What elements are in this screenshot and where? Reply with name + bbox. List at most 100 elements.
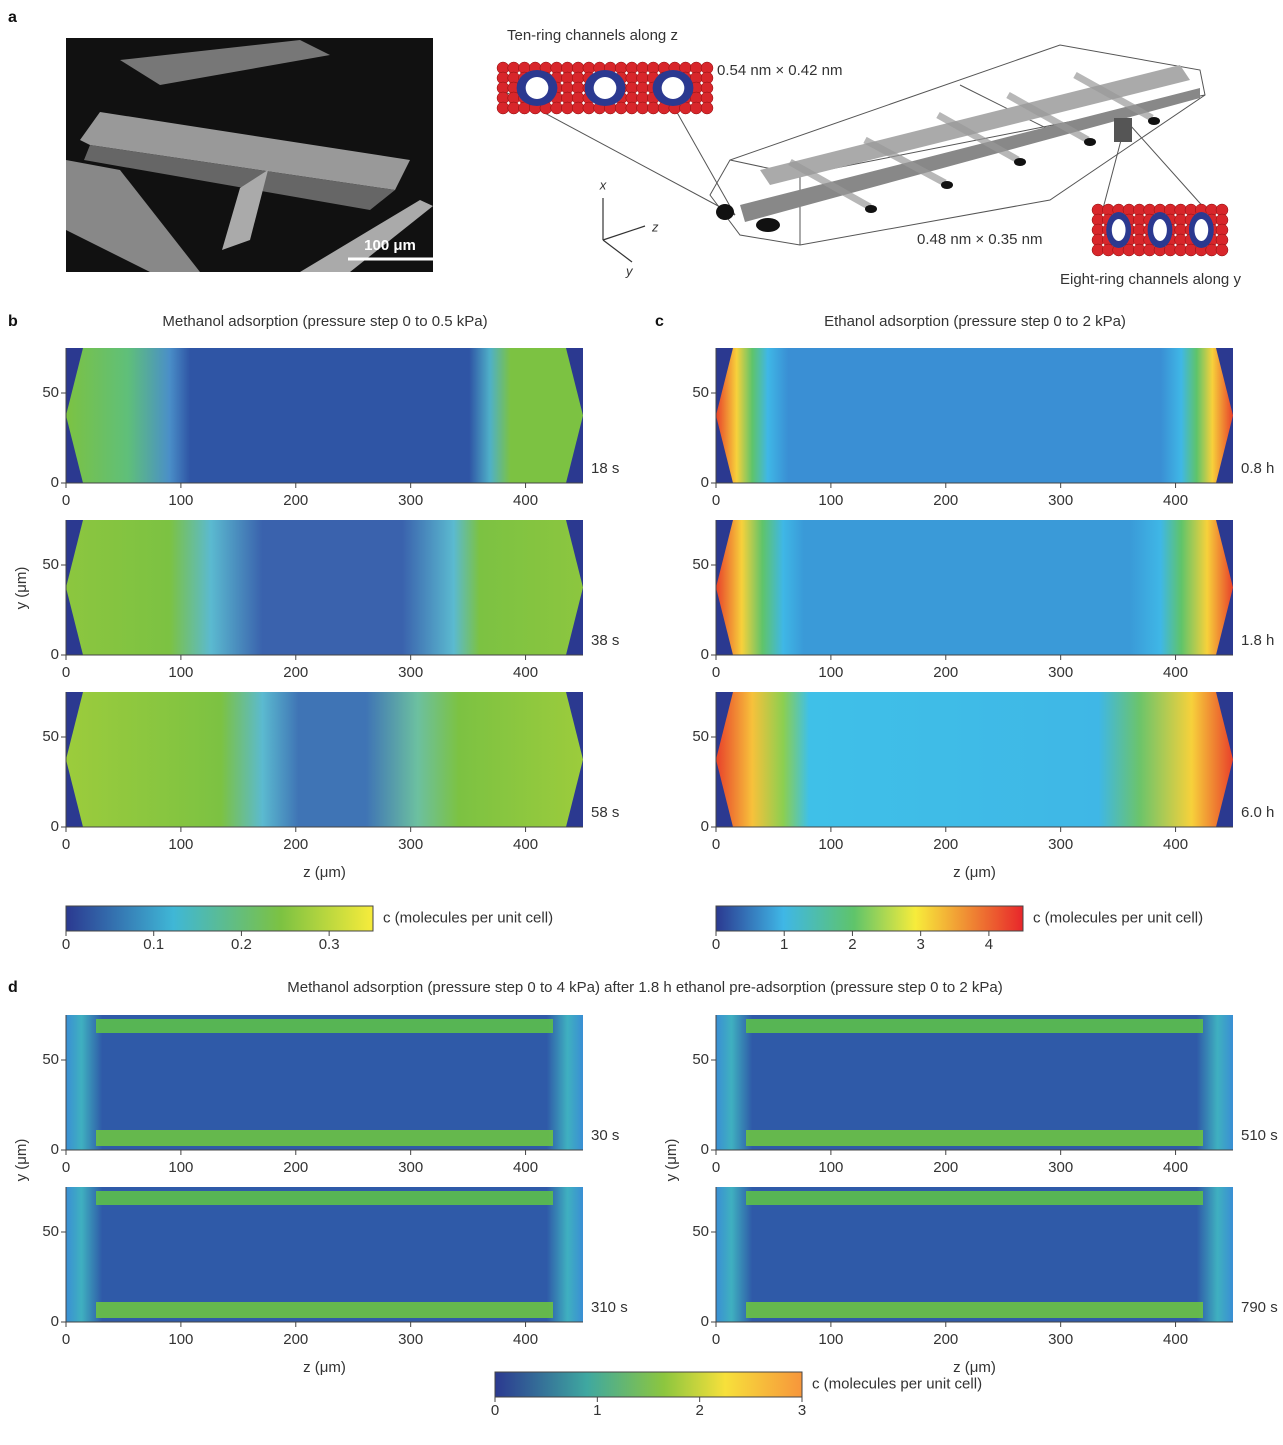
y-tick-label: 0 — [51, 646, 59, 663]
heatmap — [716, 1015, 1233, 1150]
x-tick-label: 400 — [513, 836, 538, 853]
y-axis-label: y (μm) — [13, 567, 30, 610]
atom — [508, 102, 520, 114]
heatmap — [66, 1187, 583, 1322]
x-tick-label: 300 — [1048, 664, 1073, 681]
atom — [626, 102, 638, 114]
pore — [526, 77, 549, 99]
colorbar — [716, 906, 1023, 931]
y-tick-label: 0 — [51, 818, 59, 835]
colorbar — [66, 906, 373, 931]
x-tick-label: 200 — [933, 492, 958, 509]
atom — [647, 102, 659, 114]
x-tick-label: 400 — [1163, 1331, 1188, 1348]
y-tick-label: 0 — [701, 474, 709, 491]
channel-size: 0.54 nm × 0.42 nm — [717, 62, 843, 79]
x-tick-label: 200 — [283, 836, 308, 853]
x-tick-label: 0 — [712, 492, 720, 509]
atom — [583, 102, 595, 114]
x-tick-label: 200 — [283, 664, 308, 681]
time-label: 38 s — [591, 632, 619, 649]
x-tick-label: 300 — [1048, 1159, 1073, 1176]
colorbar-tick-label: 0.2 — [231, 936, 252, 953]
y-tick-label: 50 — [42, 556, 59, 573]
x-tick-label: 100 — [818, 1159, 843, 1176]
x-tick-label: 200 — [283, 1331, 308, 1348]
pore — [662, 77, 685, 99]
axes-triad — [603, 198, 645, 262]
atom — [561, 102, 573, 114]
x-tick-label: 400 — [1163, 836, 1188, 853]
x-tick-label: 100 — [818, 664, 843, 681]
time-label: 58 s — [591, 804, 619, 821]
heatmap — [716, 1187, 1233, 1322]
x-tick-label: 100 — [168, 664, 193, 681]
pore — [716, 204, 734, 220]
x-tick-label: 0 — [62, 1331, 70, 1348]
colorbar-tick-label: 0.3 — [319, 936, 340, 953]
colorbar-tick-label: 0 — [62, 936, 70, 953]
x-tick-label: 0 — [712, 836, 720, 853]
x-tick-label: 300 — [398, 664, 423, 681]
y-tick-label: 0 — [701, 818, 709, 835]
time-label: 790 s — [1241, 1299, 1278, 1316]
x-tick-label: 400 — [1163, 492, 1188, 509]
heatmap — [66, 1015, 583, 1150]
x-tick-label: 200 — [933, 664, 958, 681]
y-tick-label: 0 — [701, 1141, 709, 1158]
x-tick-label: 300 — [398, 1331, 423, 1348]
x-tick-label: 100 — [818, 492, 843, 509]
x-tick-label: 100 — [168, 1331, 193, 1348]
channel-title: Ten-ring channels along z — [507, 27, 678, 44]
panel-title: Methanol adsorption (pressure step 0 to … — [162, 313, 487, 330]
y-tick-label: 0 — [701, 646, 709, 663]
heatmap — [96, 1302, 553, 1318]
heatmap — [746, 1130, 1203, 1146]
colorbar-label: c (molecules per unit cell) — [812, 1375, 982, 1392]
x-tick-label: 300 — [398, 836, 423, 853]
time-label: 30 s — [591, 1127, 619, 1144]
x-axis-label: z (μm) — [953, 864, 996, 881]
panel-label: a — [8, 9, 17, 26]
atom — [701, 102, 713, 114]
x-tick-label: 100 — [168, 836, 193, 853]
heatmap — [746, 1019, 1203, 1033]
atom — [615, 102, 627, 114]
x-tick-label: 100 — [818, 836, 843, 853]
heatmap — [716, 520, 1233, 655]
y-tick-label: 50 — [42, 384, 59, 401]
heatmap — [66, 692, 583, 827]
heatmap — [716, 348, 1233, 483]
x-tick-label: 100 — [168, 1159, 193, 1176]
colorbar-tick-label: 1 — [593, 1402, 601, 1419]
axis-label: z — [651, 219, 659, 234]
body: a 100 μm Ten-ring channels along z 0.54 … — [0, 0, 1283, 1445]
atom — [637, 102, 649, 114]
colorbar-tick-label: 1 — [780, 936, 788, 953]
y-tick-label: 50 — [692, 556, 709, 573]
x-tick-label: 400 — [513, 664, 538, 681]
panel-label: b — [8, 313, 18, 330]
x-tick-label: 200 — [933, 836, 958, 853]
x-tick-label: 100 — [818, 1331, 843, 1348]
y-axis-label: y (μm) — [13, 1139, 30, 1182]
heatmap — [66, 348, 583, 483]
y-tick-label: 50 — [692, 1223, 709, 1240]
x-tick-label: 0 — [712, 664, 720, 681]
heatmap — [96, 1191, 553, 1205]
x-tick-label: 400 — [1163, 664, 1188, 681]
heatmap — [66, 520, 583, 655]
panel-label: d — [8, 979, 18, 996]
pore — [1112, 219, 1126, 241]
colorbar-tick-label: 3 — [916, 936, 924, 953]
x-tick-label: 300 — [1048, 492, 1073, 509]
atom — [551, 102, 563, 114]
atom — [497, 102, 509, 114]
x-tick-label: 200 — [933, 1331, 958, 1348]
heatmap — [746, 1302, 1203, 1318]
x-tick-label: 200 — [283, 492, 308, 509]
colorbar-tick-label: 2 — [695, 1402, 703, 1419]
x-tick-label: 400 — [513, 1331, 538, 1348]
x-tick-label: 300 — [1048, 1331, 1073, 1348]
atom — [690, 102, 702, 114]
